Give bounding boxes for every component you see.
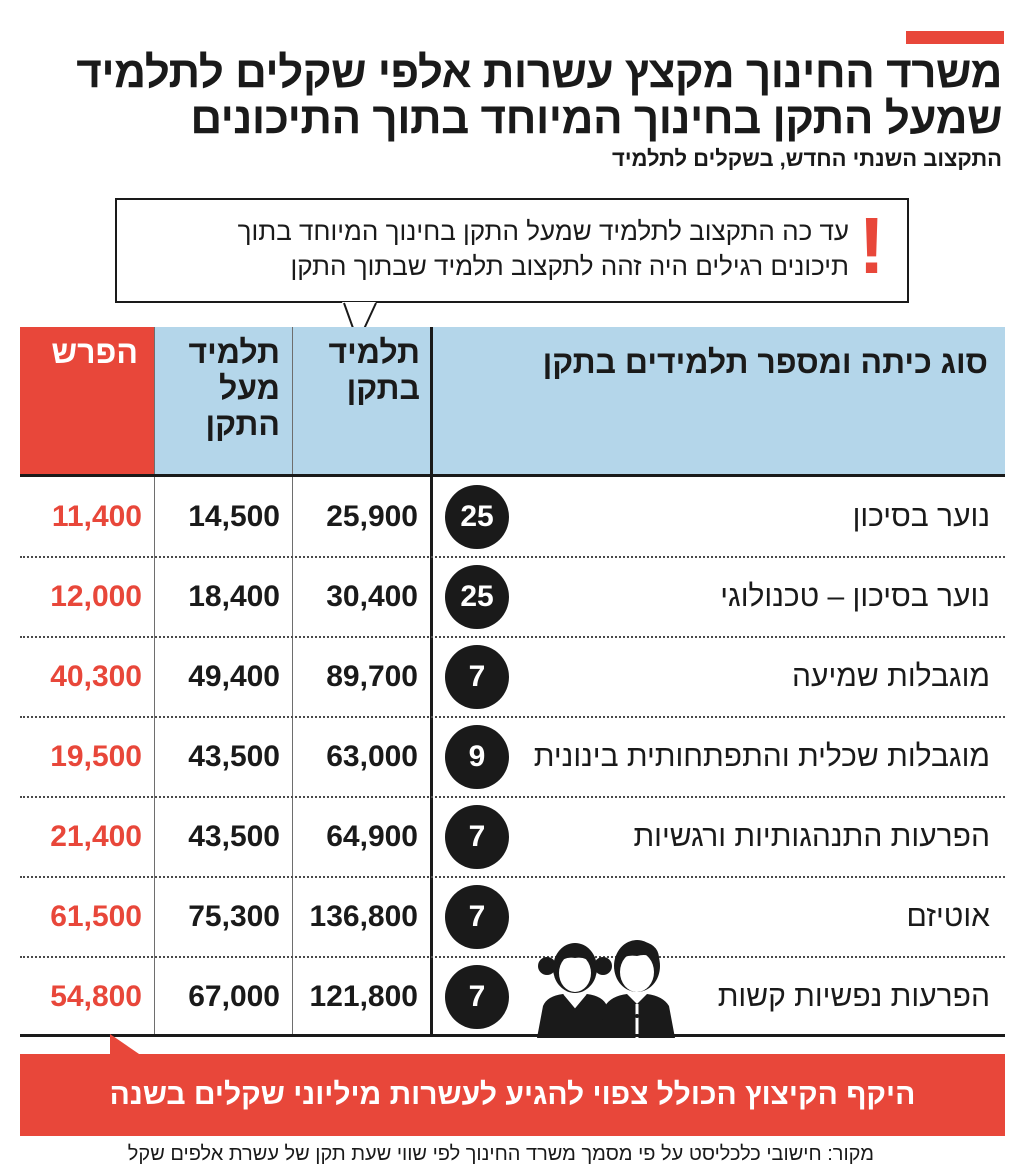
row-separator <box>20 876 1005 878</box>
value-over-standard: 43,500 <box>188 740 280 773</box>
student-count-badge: 9 <box>445 725 509 789</box>
header-difference: הפרש <box>51 334 138 370</box>
title-line-2: שמעל התקן בחינוך המיוחד בתוך התיכונים <box>190 94 1002 143</box>
value-difference: 12,000 <box>50 580 142 613</box>
header-in-standard-line: תלמיד <box>328 334 421 370</box>
header-over-standard-line: תלמיד <box>188 334 281 370</box>
value-over-standard: 49,400 <box>188 660 280 693</box>
value-in-standard: 89,700 <box>326 660 418 693</box>
summary-banner <box>20 1054 1005 1136</box>
callout-text: עד כה התקצוב לתלמיד שמעל התקן בחינוך המי… <box>129 214 849 284</box>
value-in-standard: 30,400 <box>326 580 418 613</box>
value-in-standard: 25,900 <box>326 500 418 533</box>
row-label: הפרעות נפשיות קשות <box>717 980 990 1013</box>
value-in-standard: 63,000 <box>326 740 418 773</box>
title-line-1: משרד החינוך מקצץ עשרות אלפי שקלים לתלמיד <box>76 48 1002 97</box>
student-count-badge: 7 <box>445 805 509 869</box>
row-separator <box>20 636 1005 638</box>
header-over-standard: תלמיד מעל התקן <box>162 334 281 442</box>
chart-title: משרד החינוך מקצץ עשרות אלפי שקלים לתלמיד… <box>22 50 1002 142</box>
row-separator <box>20 956 1005 958</box>
value-difference: 40,300 <box>50 660 142 693</box>
value-in-standard: 64,900 <box>326 820 418 853</box>
student-count-badge: 7 <box>445 645 509 709</box>
summary-banner-text: היקף הקיצוץ הכולל צפוי להגיע לעשרות מילי… <box>109 1078 916 1111</box>
value-difference: 61,500 <box>50 900 142 933</box>
value-over-standard: 43,500 <box>188 820 280 853</box>
value-in-standard: 121,800 <box>309 980 418 1013</box>
row-label: נוער בסיכון – טכנולוגי <box>720 580 990 613</box>
row-separator <box>20 796 1005 798</box>
column-divider-main <box>430 327 433 1034</box>
exclamation-icon: ! <box>858 201 885 290</box>
row-label: הפרעות התנהגותיות ורגשיות <box>633 820 990 853</box>
source-note: מקור: חישובי כלכליסט על פי מסמך משרד החי… <box>127 1143 874 1165</box>
row-label: מוגבלות שכלית והתפתחותית בינונית <box>533 740 990 773</box>
header-in-standard: תלמיד בתקן <box>300 334 421 406</box>
header-rule <box>20 474 1005 477</box>
callout-line-1: עד כה התקצוב לתלמיד שמעל התקן בחינוך המי… <box>237 216 849 246</box>
value-difference: 21,400 <box>50 820 142 853</box>
column-divider <box>292 327 293 1034</box>
table-header-background <box>155 327 1005 474</box>
header-over-standard-line: מעל <box>219 370 280 406</box>
value-difference: 54,800 <box>50 980 142 1013</box>
value-over-standard: 18,400 <box>188 580 280 613</box>
header-over-standard-line: התקן <box>205 406 280 442</box>
row-label: אוטיזם <box>906 900 990 933</box>
row-separator <box>20 716 1005 718</box>
table-bottom-rule <box>20 1034 1005 1037</box>
value-in-standard: 136,800 <box>309 900 418 933</box>
header-in-standard-line: בתקן <box>346 370 420 406</box>
column-divider <box>154 327 155 1034</box>
student-count-badge: 25 <box>445 485 509 549</box>
value-over-standard: 14,500 <box>188 500 280 533</box>
chart-subtitle: התקצוב השנתי החדש, בשקלים לתלמיד <box>612 146 1002 171</box>
value-difference: 11,400 <box>51 500 142 533</box>
difference-header-background <box>20 327 155 474</box>
value-over-standard: 75,300 <box>188 900 280 933</box>
student-count-badge: 7 <box>445 965 509 1029</box>
callout-line-2: תיכונים רגילים היה זהה לתקצוב תלמיד שבתו… <box>290 251 849 281</box>
header-class-type: סוג כיתה ומספר תלמידים בתקן <box>542 344 988 380</box>
students-illustration-icon <box>537 940 675 1038</box>
student-count-badge: 25 <box>445 565 509 629</box>
banner-pointer <box>110 1034 142 1056</box>
student-count-badge: 7 <box>445 885 509 949</box>
row-separator <box>20 556 1005 558</box>
value-difference: 19,500 <box>50 740 142 773</box>
value-over-standard: 67,000 <box>188 980 280 1013</box>
row-label: נוער בסיכון <box>852 500 990 533</box>
callout-box: ! עד כה התקצוב לתלמיד שמעל התקן בחינוך ה… <box>115 198 909 303</box>
accent-bar <box>906 31 1004 44</box>
row-label: מוגבלות שמיעה <box>792 660 990 693</box>
